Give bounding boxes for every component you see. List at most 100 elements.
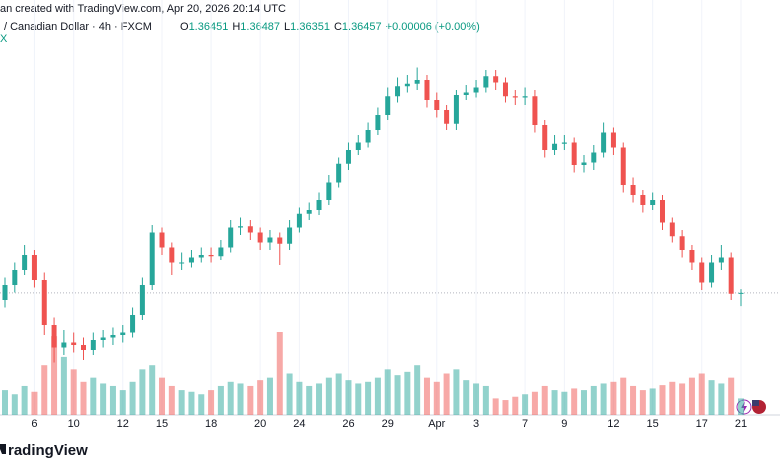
candle-body [581,162,587,165]
volume-bar [109,385,116,415]
candle-body [502,82,508,97]
candle-body [699,262,705,283]
candle-body [620,147,626,185]
volume-bar [522,394,529,415]
candle-body [542,125,548,150]
x-tick-label: 12 [117,418,129,430]
volume-bar [590,385,597,415]
candle-body [277,237,283,244]
candle-body [238,226,244,228]
candle-body [444,110,450,124]
candle-body [100,337,106,340]
ohlc-value: 1.36351 [290,21,330,33]
volume-bar [90,377,97,415]
volume-bar [718,383,725,415]
ohlc-change: +0.00006 (+0.00%) [386,21,480,33]
candle-body [640,195,646,205]
volume-bar [2,390,8,415]
candle-body [561,142,567,144]
volume-bar [610,381,617,415]
candle-body [512,96,518,98]
x-tick-label: 17 [696,418,708,430]
volume-bar [159,377,166,415]
candle-body [404,83,410,87]
volume-bar [463,380,470,415]
candle-body [296,213,302,228]
candle-body [31,255,37,280]
volume-bar [728,377,735,415]
candle-body [571,142,577,165]
volume-bar [600,383,607,415]
volume-bar [394,375,401,415]
x-tick-label: 6 [31,418,37,430]
candle-body [395,86,401,97]
candle-body [385,96,391,115]
logo: radingView [8,442,88,459]
candle-body [188,257,194,263]
volume-bar [414,365,421,415]
volume-bar [669,381,676,415]
volume-bar [679,383,686,415]
candle-body [198,255,204,258]
volume-bar [374,377,381,415]
flag-icon-canton [752,400,759,406]
volume-bar [688,377,695,415]
candle-body [326,182,332,200]
volume-bar [492,398,499,415]
volume-bar [433,381,440,415]
volume-bar [473,383,480,415]
candle-body [463,92,469,95]
volume-bar [129,381,136,415]
indicator: X [0,33,8,45]
volume-bar [365,381,372,415]
x-tick-label: 21 [735,418,747,430]
volume-bar [247,385,254,415]
candle-body [738,292,744,294]
candle-body [414,80,420,84]
volume-bar [404,371,411,415]
ohlc-key: H [232,21,240,33]
candle-body [434,100,440,110]
volume-bar [561,391,568,415]
x-tick-label: 26 [342,418,354,430]
candle-body [610,132,616,148]
x-tick-label: 15 [156,418,168,430]
candle-body [287,227,293,244]
volume-bar [345,380,352,415]
volume-bar [531,391,538,415]
candle-body [453,95,459,124]
volume-bar [316,383,323,415]
candle-body [718,257,724,263]
volume-bar [70,369,77,415]
volume-bar [139,369,146,415]
x-tick-label: 29 [382,418,394,430]
candle-body [552,143,558,150]
volume-bar [60,356,67,415]
volume-bar [512,396,519,415]
candle-body [689,250,695,263]
volume-bar [208,390,215,415]
candle-body [424,80,430,100]
volume-bar [355,383,362,415]
candle-body [218,247,224,257]
volume-bar [276,332,283,415]
volume-bar [51,336,58,415]
x-tick-label: 7 [522,418,528,430]
volume-bar [286,373,293,415]
volume-bar [31,391,38,415]
volume-bar [335,373,342,415]
volume-bar [178,390,185,415]
candle-body [208,255,214,257]
volume-bar [649,388,656,415]
volume-bar [571,388,578,415]
candle-body [473,87,479,93]
volume-bar [384,369,391,415]
volume-bar [119,390,126,415]
volume-bar [423,377,430,415]
candle-body [532,96,538,125]
candle-body [669,222,675,237]
volume-bar [21,385,28,415]
candle-body [650,200,656,205]
volume-bar [237,383,244,415]
